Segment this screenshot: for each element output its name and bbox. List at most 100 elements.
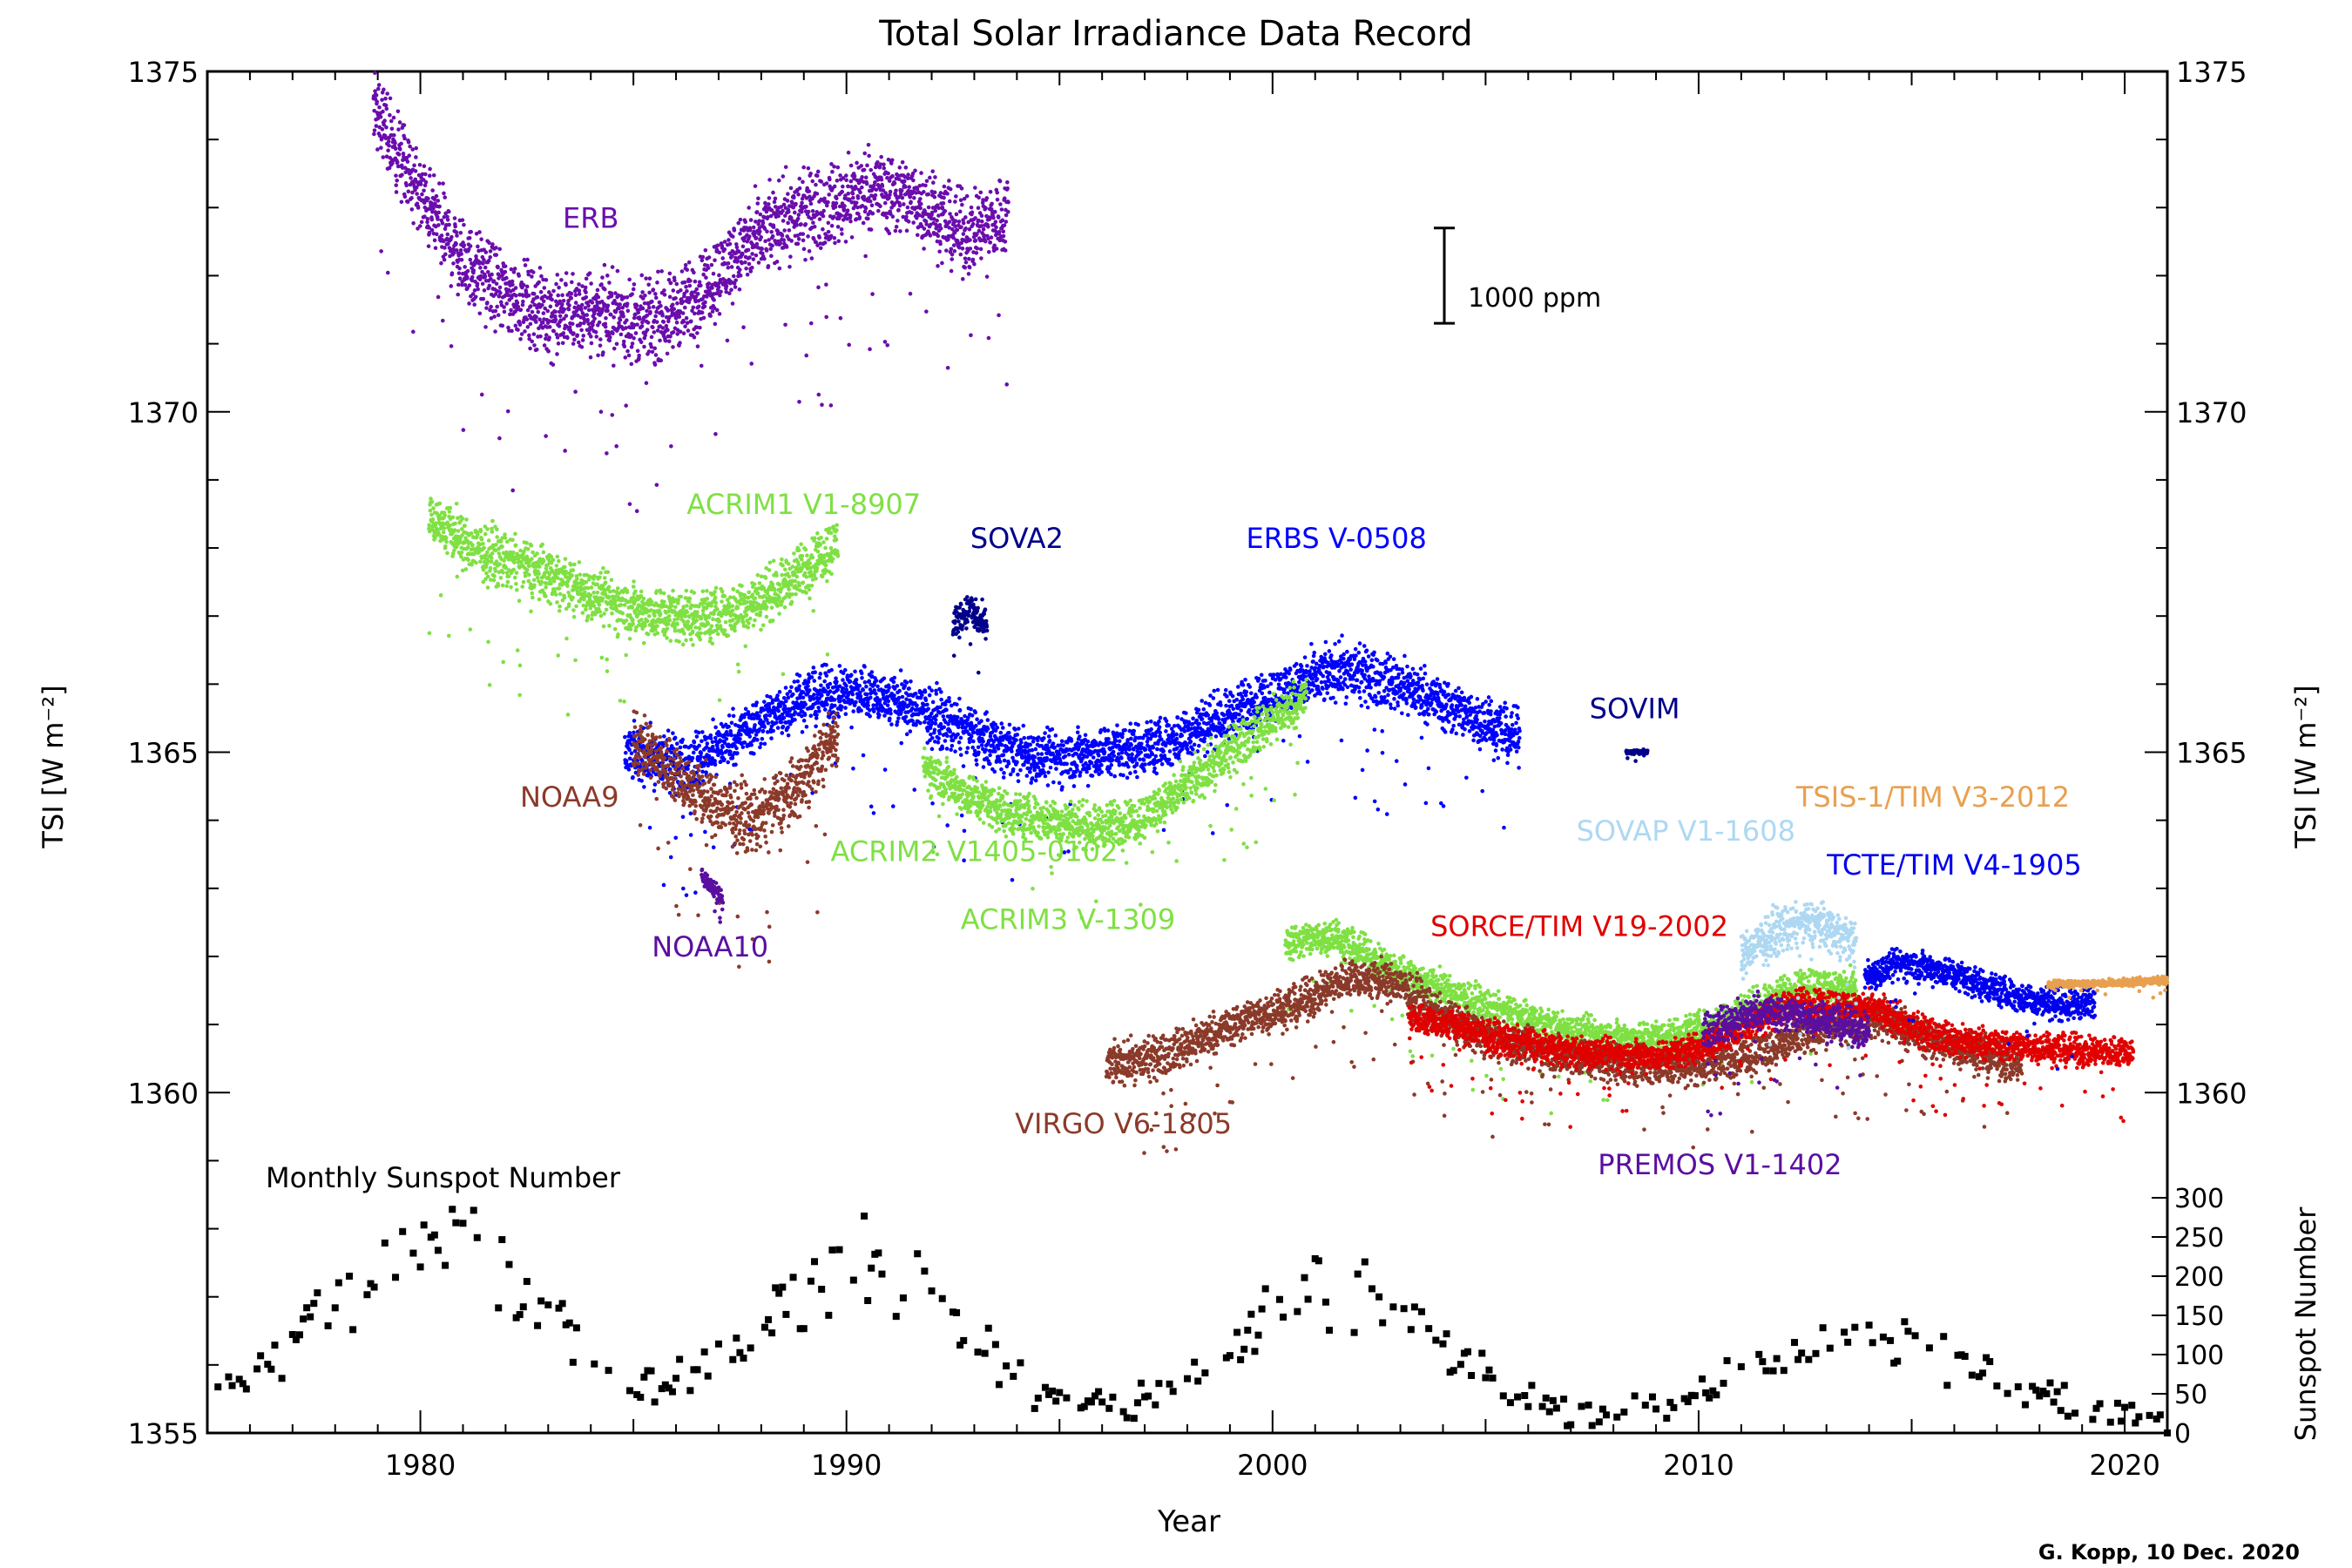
tsi-point <box>541 558 546 564</box>
sunspot-point <box>2046 1379 2054 1387</box>
tsi-point <box>441 181 445 186</box>
tsi-point <box>456 529 461 533</box>
tsi-point <box>771 558 776 564</box>
sunspot-point <box>537 1297 545 1305</box>
tsi-point <box>879 177 884 182</box>
tsi-point <box>383 103 389 108</box>
tsi-point <box>954 194 958 199</box>
sunspot-point <box>1549 1396 1557 1404</box>
tsi-point <box>496 313 501 318</box>
tsi-point <box>384 125 389 130</box>
tsi-point <box>530 339 535 344</box>
tsi-point <box>393 140 397 145</box>
sunspot-point <box>2029 1382 2037 1390</box>
tsi-point <box>780 557 784 562</box>
sunspot-point <box>1105 1404 1113 1412</box>
tsi-point <box>786 209 791 214</box>
tsi-point <box>933 208 938 213</box>
sunspot-point <box>523 1278 531 1286</box>
tsi-point <box>890 173 895 179</box>
tsi-point <box>497 247 503 252</box>
tsi-point <box>469 531 474 536</box>
tsi-point <box>746 625 751 630</box>
tsi-point <box>534 320 538 324</box>
tsi-point <box>442 214 447 220</box>
tsi-point <box>555 554 560 559</box>
tsi-point <box>678 329 683 335</box>
sunspot-point <box>1031 1404 1038 1412</box>
tsi-point <box>583 285 588 290</box>
sunspot-point <box>416 1263 424 1271</box>
tsi-point <box>518 548 523 553</box>
tsi-point <box>710 309 715 314</box>
tsi-point <box>784 245 789 249</box>
sunspot-point <box>960 1336 968 1344</box>
tsi-point <box>713 735 718 740</box>
tsi-point <box>754 235 759 240</box>
tsi-point <box>601 565 605 571</box>
tsi-point <box>965 619 970 625</box>
tsi-point <box>486 258 491 263</box>
tsi-point <box>605 657 609 662</box>
sunspot-point <box>1865 1321 1873 1329</box>
tsi-point <box>797 186 802 191</box>
tsi-point <box>580 611 585 615</box>
tsi-point <box>734 245 740 250</box>
tsi-point <box>621 314 625 319</box>
sunspot-point <box>1986 1358 1994 1366</box>
tsi-point <box>698 325 702 330</box>
tsi-point <box>833 205 838 209</box>
tsi-point <box>485 550 490 555</box>
tsi-point <box>442 257 447 262</box>
tsi-point <box>483 274 488 279</box>
y-tick-label-left: 1365 <box>128 737 199 770</box>
tsi-point <box>644 276 648 280</box>
tsi-point <box>647 825 652 830</box>
sunspot-point <box>434 1247 442 1254</box>
tsi-point <box>878 204 882 209</box>
x-tick-label: 2000 <box>1237 1449 1308 1482</box>
tsi-point <box>524 540 529 545</box>
tsi-point <box>922 226 927 231</box>
tsi-point <box>749 362 754 366</box>
tsi-point <box>518 308 524 312</box>
tsi-point <box>449 344 454 348</box>
sunspot-point <box>1425 1325 1433 1333</box>
tsi-point <box>787 587 791 592</box>
sunspot-point <box>1894 1357 1902 1365</box>
tsi-point <box>536 309 541 314</box>
sunspot-point <box>1588 1422 1596 1429</box>
tsi-point <box>648 309 652 314</box>
tsi-point <box>633 312 638 317</box>
tsi-point <box>639 618 644 622</box>
tsi-point <box>645 618 650 624</box>
tsi-point <box>686 328 691 333</box>
tsi-point <box>483 325 488 329</box>
tsi-point <box>571 595 575 600</box>
tsi-point <box>984 628 990 633</box>
tsi-point <box>584 276 589 281</box>
tsi-point <box>612 626 618 632</box>
tsi-point <box>462 243 467 247</box>
tsi-point <box>913 168 917 173</box>
tsi-point <box>426 244 431 248</box>
tsi-point <box>410 190 415 195</box>
tsi-point <box>525 257 530 262</box>
sunspot-point <box>1699 1375 1707 1383</box>
tsi-point <box>708 314 713 318</box>
tsi-point <box>848 213 853 218</box>
tsi-point <box>599 282 604 287</box>
tsi-point <box>903 166 909 170</box>
tsi-point <box>451 251 456 255</box>
tsi-point <box>959 225 963 229</box>
tsi-point <box>504 275 509 280</box>
tsi-point <box>835 196 839 201</box>
tsi-point <box>832 184 837 189</box>
tsi-point <box>513 543 518 548</box>
tsi-point <box>665 351 670 356</box>
sunspot-point <box>1233 1328 1241 1336</box>
sunspot-point <box>626 1387 634 1395</box>
tsi-point <box>666 621 671 626</box>
tsi-point <box>564 324 569 329</box>
tsi-point <box>562 307 567 312</box>
